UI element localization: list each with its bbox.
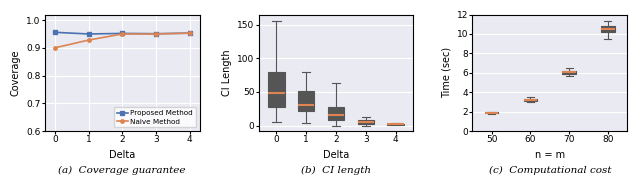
Proposed Method xyxy=(118,32,126,35)
Legend: Proposed Method, Naive Method: Proposed Method, Naive Method xyxy=(114,107,196,127)
Proposed Method xyxy=(152,33,160,35)
PathPatch shape xyxy=(485,112,499,113)
PathPatch shape xyxy=(387,124,404,125)
PathPatch shape xyxy=(298,91,314,111)
Proposed Method xyxy=(186,32,193,34)
Y-axis label: Coverage: Coverage xyxy=(11,50,20,96)
PathPatch shape xyxy=(268,72,285,107)
PathPatch shape xyxy=(328,107,344,120)
Naive Method xyxy=(84,39,92,41)
X-axis label: n = m: n = m xyxy=(534,150,565,160)
X-axis label: Delta: Delta xyxy=(109,150,136,160)
X-axis label: Delta: Delta xyxy=(323,150,349,160)
Naive Method xyxy=(118,33,126,35)
Naive Method xyxy=(186,32,193,34)
Proposed Method xyxy=(84,33,92,35)
Proposed Method xyxy=(51,31,59,33)
Y-axis label: Time (sec): Time (sec) xyxy=(441,47,451,98)
Naive Method xyxy=(51,47,59,49)
Naive Method xyxy=(152,33,160,35)
PathPatch shape xyxy=(524,99,537,101)
PathPatch shape xyxy=(563,71,576,74)
Text: (c)  Computational cost: (c) Computational cost xyxy=(488,166,611,175)
Text: (b)  CI length: (b) CI length xyxy=(301,166,371,175)
Y-axis label: CI Length: CI Length xyxy=(221,50,232,96)
Text: (a)  Coverage guarantee: (a) Coverage guarantee xyxy=(58,166,186,175)
Line: Proposed Method: Proposed Method xyxy=(53,31,191,36)
Line: Naive Method: Naive Method xyxy=(53,31,191,50)
PathPatch shape xyxy=(358,120,374,124)
PathPatch shape xyxy=(601,26,614,31)
